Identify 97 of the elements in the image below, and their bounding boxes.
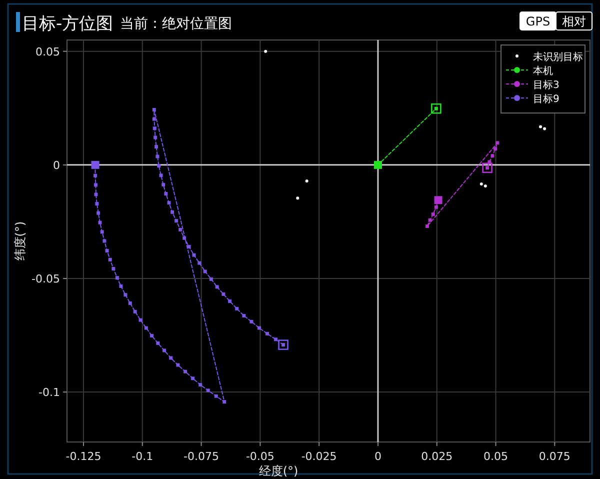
point [235,306,239,310]
point [112,266,116,270]
point [222,292,226,296]
point [176,363,180,367]
point [305,180,308,183]
point [209,277,213,281]
point [539,125,542,128]
point [266,332,269,336]
button: 相对 [556,12,592,30]
point [94,192,98,196]
point [94,183,98,187]
point [162,182,166,186]
point [144,326,148,330]
y-axis-title: 纬度(°) [13,221,27,261]
point [215,285,219,289]
y-tick-label: 0.05 [36,45,60,58]
x-tick-label: -0.125 [66,450,102,463]
point [156,341,160,345]
point [206,388,210,392]
point [157,164,161,168]
chart-title: 目标-方位图 [22,14,114,34]
point [192,253,196,257]
point [203,270,207,274]
point [480,182,483,186]
point [484,184,487,188]
point [159,174,163,178]
point [119,284,123,288]
point [169,356,173,360]
button: GPS [520,12,556,30]
point [102,239,106,243]
point [543,127,546,130]
point [434,205,438,209]
point [425,224,429,228]
y-tick-label: 0 [53,158,60,172]
x-tick-label: -0.025 [301,450,337,463]
legend-label: 未识别目标 [533,51,583,63]
point [105,249,109,253]
point [274,338,278,342]
point [154,136,158,140]
point [182,236,186,240]
point [250,320,254,324]
x-tick-label: 0.025 [421,450,453,463]
point [198,261,202,265]
legend-label: 目标3 [533,79,560,91]
point [496,141,500,145]
point [100,230,104,234]
point [490,154,494,158]
point [167,201,171,205]
point [174,219,178,223]
x-axis-title: 经度(°) [258,464,298,478]
point [264,50,268,53]
chart-subtitle: 当前：绝对位置图 [120,16,232,32]
point [115,276,119,280]
y-tick-label: -0.1 [38,386,60,400]
point [494,147,498,151]
point [214,394,218,398]
point [96,211,100,215]
x-tick-label: -0.1 [132,450,154,463]
y-tick-label: -0.05 [32,272,60,286]
x-tick-label: -0.05 [246,450,274,463]
x-tick-label: 0 [374,450,382,463]
point [198,383,202,387]
point [138,318,142,322]
point [154,144,158,148]
point [178,228,182,232]
point [133,310,137,314]
point [108,258,112,262]
legend-label: 本机 [533,65,553,77]
point [95,202,99,206]
point [257,326,261,330]
point [184,370,188,374]
point [124,293,128,297]
point [150,334,154,338]
point [431,103,442,114]
x-tick-label: 0.075 [538,450,570,463]
point [94,174,98,178]
x-tick-label: -0.075 [184,450,220,463]
point [128,301,132,305]
point [152,117,156,121]
point [431,212,435,216]
point [152,108,156,112]
point [170,210,174,214]
point [242,314,246,318]
point [222,400,226,404]
point [162,348,166,352]
point [164,192,168,196]
point [228,299,232,303]
point [98,220,102,224]
point [428,218,432,222]
x-tick-label: 0.05 [484,450,508,463]
point [191,376,195,380]
point [187,244,191,248]
point [152,126,156,130]
point [296,196,300,200]
point [374,160,382,169]
point [156,154,160,158]
legend-label: 目标9 [533,93,560,105]
